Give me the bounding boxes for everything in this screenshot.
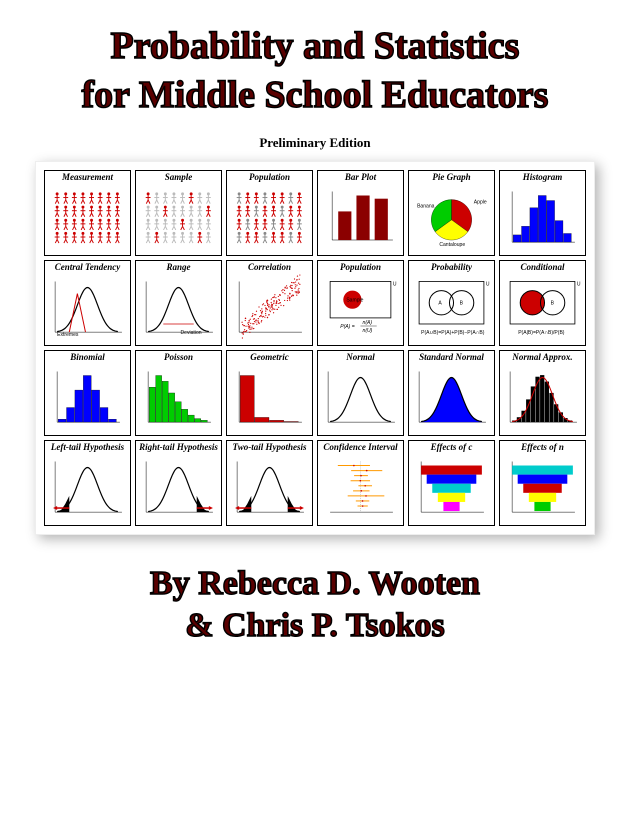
chart-cell: Sample [135,170,222,256]
chart-cell-title: Central Tendency [55,263,120,272]
main-title: Probability and Statistics for Middle Sc… [82,22,549,121]
chart-cell-title: Effects of n [521,443,564,452]
chart-cell-title: Binomial [70,353,105,362]
svg-text:n(A): n(A) [363,320,373,326]
chart-cell-title: Geometric [250,353,289,362]
chart-cell-body [411,453,492,523]
chart-cell-body: U A B P(A∪B)=P(A)+P(B)−P(A∩B) [411,273,492,343]
chart-grid: Measurement [44,170,586,526]
svg-text:B: B [460,301,464,307]
chart-cell-title: Poisson [164,353,193,362]
chart-cell-title: Normal Approx. [512,353,572,362]
chart-cell-body [47,453,128,523]
chart-cell-body [229,273,310,343]
chart-cell-body: U B P(A|B)=P(A∩B)/P(B) [502,273,583,343]
svg-text:Banana: Banana [417,204,435,210]
chart-cell: Geometric [226,350,313,436]
svg-text:B: B [551,301,555,307]
chart-cell-title: Bar Plot [345,173,376,182]
chart-cell: Probability U A B P(A∪B)=P(A)+P(B)−P(A∩B… [408,260,495,346]
chart-cell-body [411,363,492,433]
chart-cell: Standard Normal [408,350,495,436]
chart-cell-title: Effects of c [431,443,473,452]
svg-text:n(U): n(U) [363,328,373,334]
chart-cell-body [320,183,401,253]
svg-text:U: U [393,282,397,288]
authors-line-2: & Chris P. Tsokos [150,605,480,648]
chart-cell-title: Population [249,173,290,182]
svg-text:U: U [577,282,581,288]
svg-text:Cantaloupe: Cantaloupe [439,242,465,248]
page: Probability and Statistics for Middle Sc… [0,0,630,820]
svg-text:U: U [486,282,490,288]
chart-cell-title: Two-tail Hypothesis [233,443,307,452]
chart-cell-body [229,363,310,433]
chart-cell: Population U Sample P(A) = n(A) n(U) [317,260,404,346]
chart-grid-panel: Measurement [35,161,595,535]
chart-cell: Range Deviation [135,260,222,346]
chart-cell-title: Sample [165,173,193,182]
svg-text:A: A [438,301,442,307]
chart-cell-title: Histogram [523,173,563,182]
chart-cell-body: U Sample P(A) = n(A) n(U) [320,273,401,343]
chart-cell-body [320,363,401,433]
chart-cell-title: Standard Normal [419,353,484,362]
chart-cell-body: Extremes [47,273,128,343]
chart-cell: Bar Plot [317,170,404,256]
chart-cell: Population [226,170,313,256]
chart-cell-body [229,453,310,523]
authors-line-1: By Rebecca D. Wooten [150,563,480,606]
chart-cell-body [138,183,219,253]
chart-cell-body: Deviation [138,273,219,343]
chart-cell: Two-tail Hypothesis [226,440,313,526]
svg-text:P(A∪B)=P(A)+P(B)−P(A∩B): P(A∪B)=P(A)+P(B)−P(A∩B) [421,330,485,336]
chart-cell-body [138,363,219,433]
chart-cell: Left-tail Hypothesis [44,440,131,526]
chart-cell-title: Normal [346,353,375,362]
chart-cell-body [47,183,128,253]
chart-cell: Correlation [226,260,313,346]
chart-cell-title: Population [340,263,381,272]
chart-cell: Binomial [44,350,131,436]
svg-text:Apple: Apple [474,200,487,206]
chart-cell-title: Probability [431,263,472,272]
chart-cell: Effects of c [408,440,495,526]
chart-cell-title: Measurement [62,173,113,182]
chart-cell-body: Apple Banana Cantaloupe [411,183,492,253]
title-line-1: Probability and Statistics [82,22,549,71]
chart-cell: Poisson [135,350,222,436]
chart-cell: Normal [317,350,404,436]
chart-cell: Conditional U B P(A|B)=P(A∩B)/P(B) [499,260,586,346]
svg-text:P(A) =: P(A) = [340,324,354,330]
chart-cell-body [502,183,583,253]
chart-cell-title: Left-tail Hypothesis [51,443,124,452]
chart-cell: Histogram [499,170,586,256]
svg-text:Extremes: Extremes [57,332,79,338]
svg-text:P(A|B)=P(A∩B)/P(B): P(A|B)=P(A∩B)/P(B) [518,330,565,336]
chart-cell: Measurement [44,170,131,256]
chart-cell-body [502,363,583,433]
chart-cell-body [47,363,128,433]
chart-cell: Right-tail Hypothesis [135,440,222,526]
chart-cell: Pie Graph Apple Banana Cantaloupe [408,170,495,256]
title-line-2: for Middle School Educators [82,71,549,120]
authors: By Rebecca D. Wooten & Chris P. Tsokos [150,563,480,648]
edition-label: Preliminary Edition [259,135,370,151]
chart-cell-body [229,183,310,253]
chart-cell-title: Conditional [520,263,564,272]
chart-cell: Effects of n [499,440,586,526]
svg-text:Sample: Sample [346,298,363,304]
chart-cell-title: Right-tail Hypothesis [139,443,218,452]
chart-cell-title: Range [166,263,190,272]
chart-cell: Central Tendency Extremes [44,260,131,346]
chart-cell-title: Pie Graph [432,173,470,182]
chart-cell-body [502,453,583,523]
svg-text:Deviation: Deviation [181,330,202,336]
chart-cell-body [320,453,401,523]
chart-cell: Confidence Interval [317,440,404,526]
chart-cell-title: Confidence Interval [323,443,397,452]
chart-cell: Normal Approx. [499,350,586,436]
chart-cell-body [138,453,219,523]
chart-cell-title: Correlation [248,263,291,272]
